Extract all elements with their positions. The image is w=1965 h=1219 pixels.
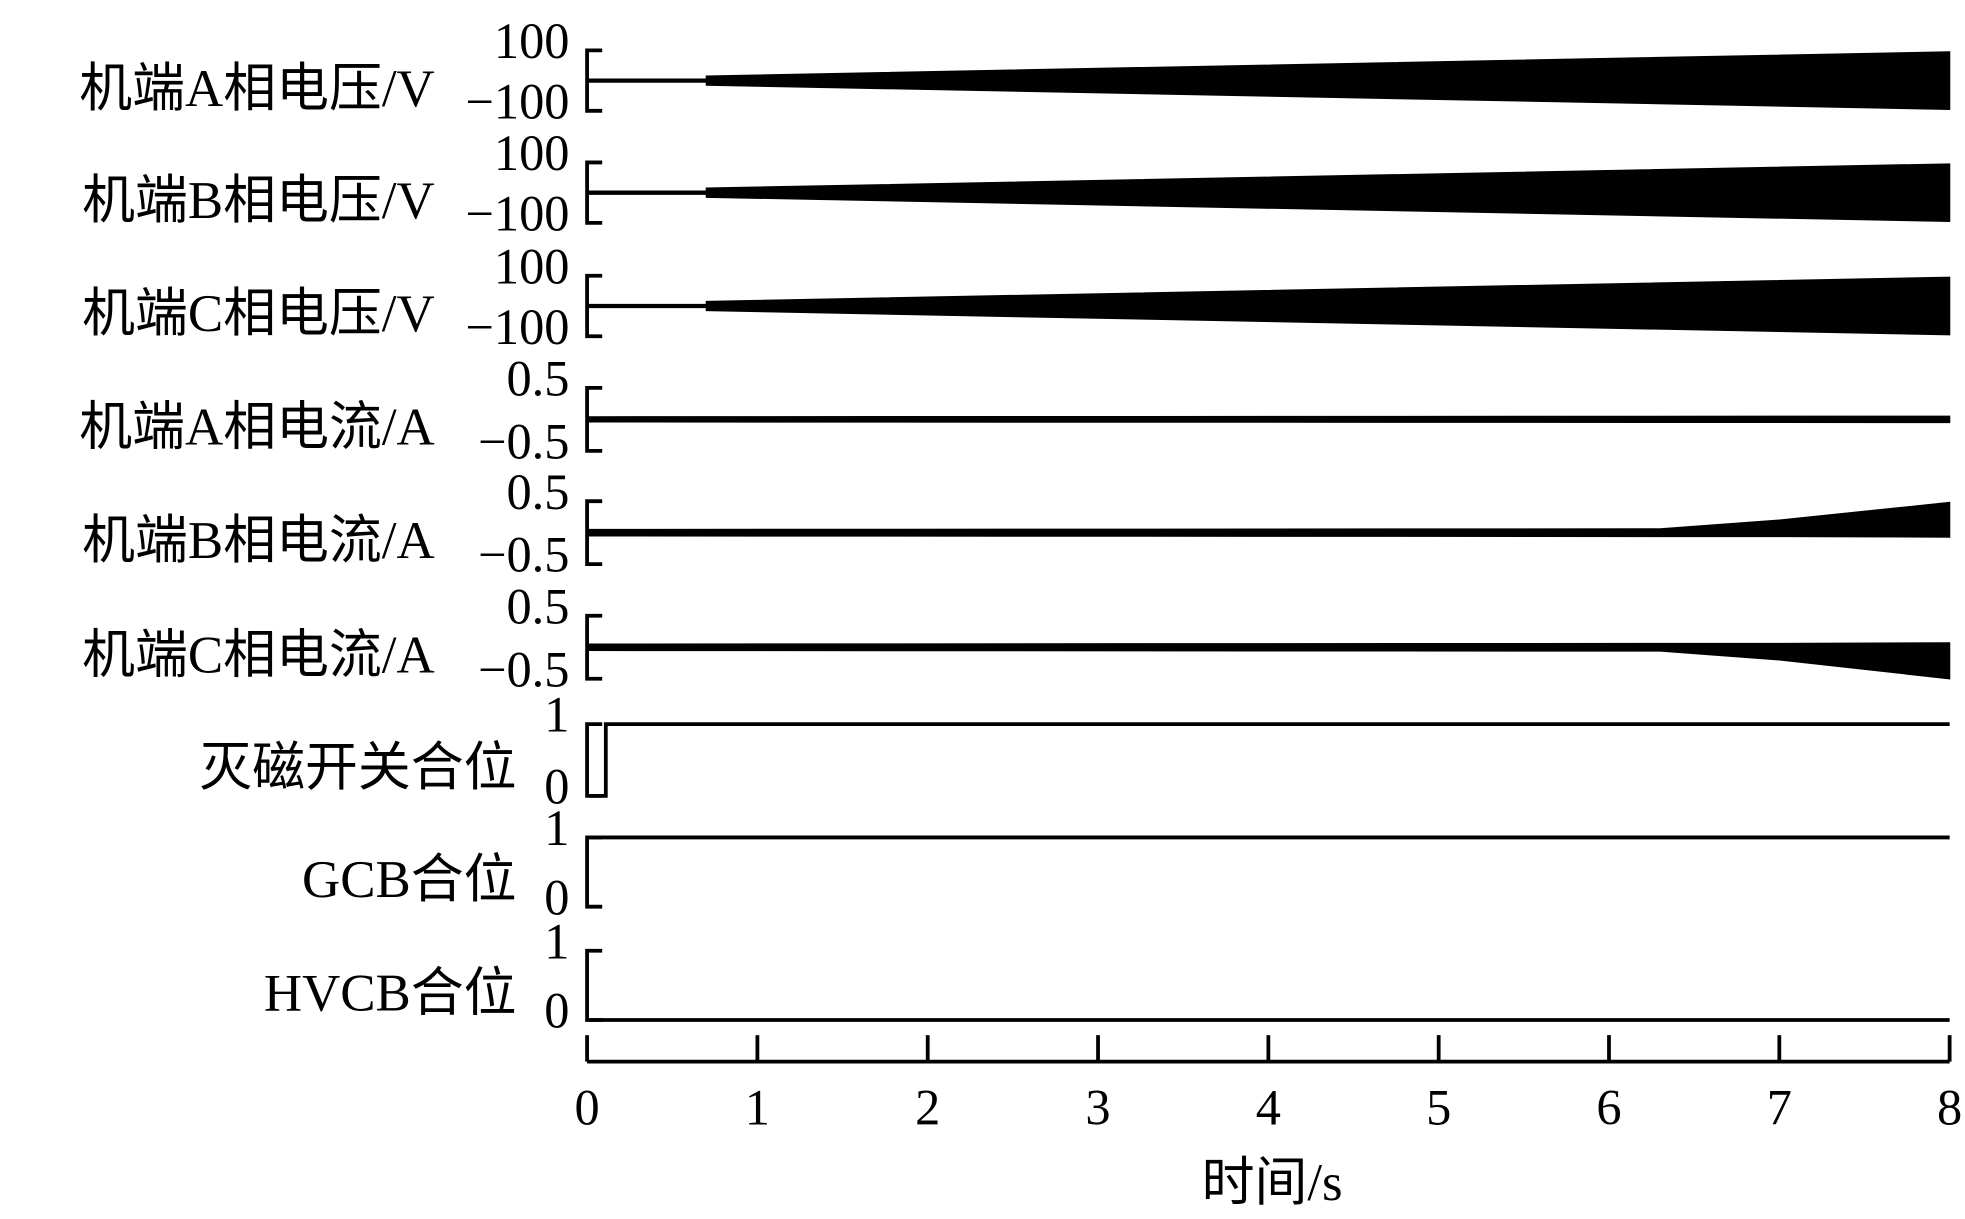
x-tick-label: 1 [745,1080,770,1136]
panel-label: GCB合位 [302,851,516,909]
y-tick-label-top: 0.5 [506,350,569,406]
y-tick-label-bottom: 0 [544,983,569,1039]
series-envelope [586,501,1951,538]
panel-label: 机端C相电流/A [82,626,435,684]
y-tick-label-top: 0.5 [506,578,569,634]
y-tick-label-bottom: −100 [465,73,569,129]
x-tick-label: 5 [1426,1080,1451,1136]
y-tick-label-top: 0.5 [506,464,569,520]
y-axis-bracket [585,722,603,798]
panel-label: 机端A相电流/A [79,399,434,457]
y-tick-label-bottom: −0.5 [478,641,569,697]
series-envelope [586,51,1951,110]
y-tick-label-bottom: −0.5 [478,527,569,583]
series-envelope [586,163,1951,223]
y-tick-label-bottom: −100 [465,299,569,355]
x-tick-label: 0 [574,1080,599,1136]
panel-label: 机端C相电压/V [82,285,435,343]
series-envelope [586,642,1951,680]
y-tick-label-top: 100 [494,13,570,69]
x-tick-label: 3 [1085,1080,1110,1136]
y-tick-label-top: 100 [494,238,570,294]
panel-label: 机端A相电压/V [79,60,434,118]
y-tick-label-bottom: −0.5 [478,413,569,469]
panel-label: 机端B相电流/A [82,512,435,570]
x-tick-label: 4 [1256,1080,1281,1136]
series-step-line [589,722,1950,798]
x-tick-label: 7 [1767,1080,1792,1136]
x-tick-label: 2 [915,1080,940,1136]
x-tick-label: 8 [1937,1080,1962,1136]
panel-label: 灭磁开关合位 [199,739,516,797]
y-tick-label-top: 1 [544,913,569,969]
series-envelope [586,415,1951,424]
y-tick-label-bottom: 0 [544,869,569,925]
y-tick-label-top: 1 [544,800,569,856]
x-tick-label: 6 [1596,1080,1621,1136]
y-axis-bracket [585,835,603,909]
y-tick-label-bottom: 0 [544,758,569,814]
y-tick-label-top: 1 [544,687,569,743]
x-axis-label: 时间/s [1202,1154,1343,1212]
y-tick-label-bottom: −100 [465,185,569,241]
y-tick-label-top: 100 [494,125,570,181]
panel-label: HVCB合位 [264,965,517,1023]
panel-label: 机端B相电压/V [82,172,435,230]
series-envelope [586,276,1951,336]
y-axis-bracket [585,948,603,1022]
